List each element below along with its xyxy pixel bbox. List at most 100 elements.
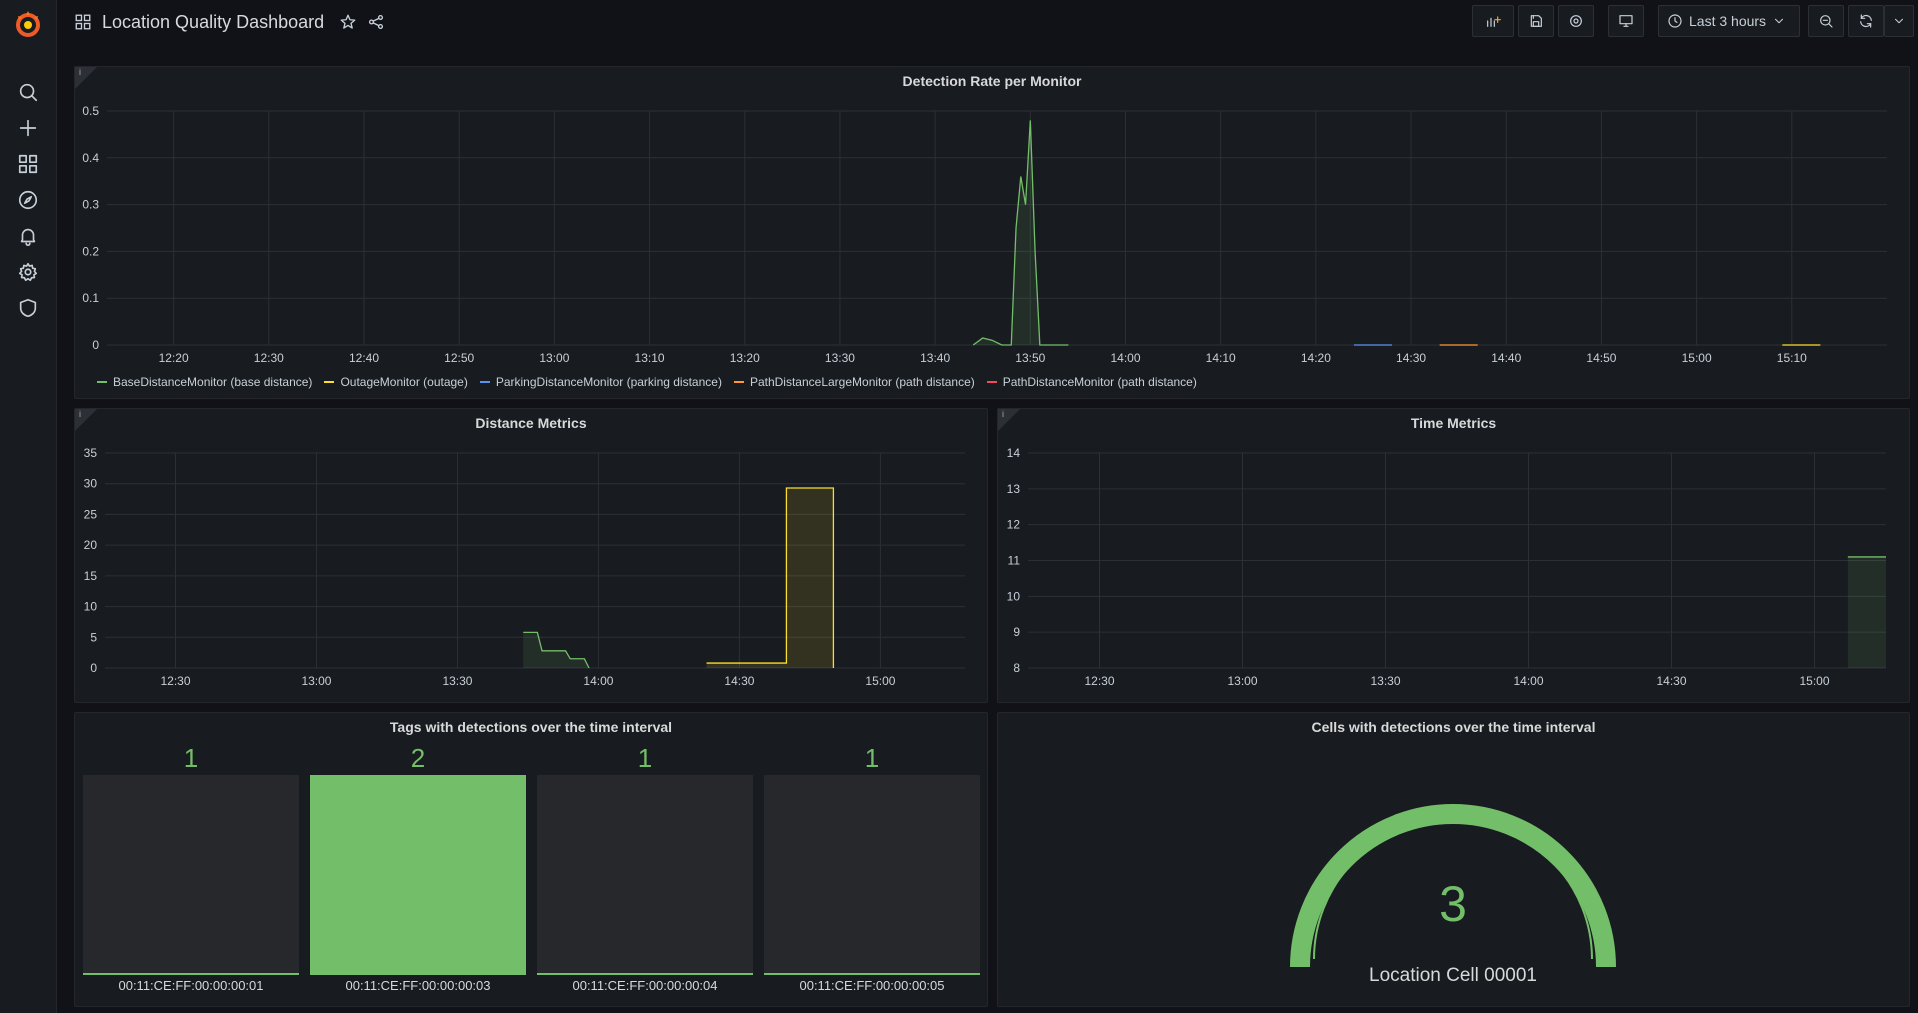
y-tick-label: 14 <box>1007 446 1021 460</box>
y-tick-label: 11 <box>1008 554 1021 568</box>
y-tick-label: 0.4 <box>82 151 99 165</box>
stat-label: 00:11:CE:FF:00:00:00:04 <box>572 978 718 993</box>
legend-swatch <box>324 381 335 383</box>
y-tick-label: 12 <box>1007 518 1021 532</box>
x-tick-label: 13:50 <box>1015 351 1045 365</box>
chart-legend: BaseDistanceMonitor (base distance) Outag… <box>97 375 1209 389</box>
x-tick-label: 13:30 <box>1370 674 1400 688</box>
save-dashboard-button[interactable] <box>1518 5 1554 37</box>
tag-stat[interactable]: 1 00:11:CE:FF:00:00:00:01 <box>83 743 299 993</box>
panel-info-icon[interactable]: i <box>998 409 1020 431</box>
clock-icon <box>1668 14 1682 28</box>
y-tick-label: 35 <box>84 446 98 460</box>
panel-title[interactable]: Cells with detections over the time inte… <box>1311 719 1596 735</box>
y-tick-label: 15 <box>84 569 98 583</box>
x-tick-label: 14:30 <box>1396 351 1426 365</box>
y-tick-label: 20 <box>84 538 98 552</box>
refresh-button[interactable] <box>1848 5 1884 37</box>
share-icon[interactable] <box>362 8 390 36</box>
stat-value: 2 <box>410 743 426 773</box>
cells-gauge: 3 Location Cell 00001 <box>1290 804 1616 986</box>
tags-panel: Tags with detections over the time inter… <box>74 712 988 1007</box>
stat-value: 1 <box>864 743 880 773</box>
dashboard-title-area: Location Quality Dashboard <box>74 8 390 36</box>
x-tick-label: 13:20 <box>730 351 760 365</box>
x-tick-label: 13:40 <box>920 351 950 365</box>
stat-label: 00:11:CE:FF:00:00:00:01 <box>118 978 264 993</box>
dashboard-settings-button[interactable] <box>1558 5 1594 37</box>
detection-rate-panel: i Detection Rate per Monitor 0 0.1 0.2 0.3 0… <box>74 66 1910 399</box>
plus-icon[interactable] <box>14 114 42 142</box>
y-tick-label: 30 <box>84 477 98 491</box>
series-area <box>973 120 1069 345</box>
legend-item[interactable]: ParkingDistanceMonitor (parking distance… <box>479 375 722 389</box>
panel-title[interactable]: Tags with detections over the time inter… <box>389 719 673 735</box>
tag-stat[interactable]: 1 00:11:CE:FF:00:00:00:04 <box>537 743 753 993</box>
legend-label: ParkingDistanceMonitor (parking distance… <box>495 375 722 389</box>
series-line <box>706 487 835 668</box>
panel-info-icon[interactable]: i <box>75 67 97 89</box>
panel-title[interactable]: Distance Metrics <box>475 415 587 431</box>
x-tick-label: 14:00 <box>1513 674 1543 688</box>
y-tick-label: 0.5 <box>82 104 99 118</box>
distance-metrics-chart: 0 5 10 15 20 25 30 35 12:30 13:00 13:30 14:00 14:30 1… <box>84 446 965 688</box>
gauge-arc <box>1290 804 1616 968</box>
refresh-icon <box>1860 14 1872 28</box>
alerting-icon[interactable] <box>14 222 42 250</box>
gear-icon[interactable] <box>14 258 42 286</box>
explore-icon[interactable] <box>14 186 42 214</box>
cells-panel: Cells with detections over the time inte… <box>997 712 1910 1007</box>
x-tick-label: 12:20 <box>159 351 189 365</box>
star-icon[interactable] <box>334 8 362 36</box>
x-tick-label: 15:00 <box>1682 351 1712 365</box>
legend-item[interactable]: PathDistanceMonitor (path distance) <box>986 375 1197 389</box>
shield-icon[interactable] <box>14 294 42 322</box>
x-tick-label: 12:50 <box>444 351 474 365</box>
y-tick-label: 10 <box>1007 589 1021 603</box>
series-line <box>972 120 1069 346</box>
x-tick-label: 13:00 <box>539 351 569 365</box>
add-panel-icon <box>1487 16 1501 27</box>
x-tick-label: 13:00 <box>1227 674 1257 688</box>
panel-title[interactable]: Detection Rate per Monitor <box>902 73 1082 89</box>
grafana-logo-icon[interactable] <box>10 6 46 42</box>
legend-item[interactable]: PathDistanceLargeMonitor (path distance) <box>733 375 975 389</box>
time-picker-button[interactable]: Last 3 hours <box>1658 5 1800 37</box>
y-tick-label: 10 <box>84 600 98 614</box>
legend-swatch <box>97 381 107 383</box>
tag-stat[interactable]: 2 00:11:CE:FF:00:00:00:03 <box>310 743 526 993</box>
x-tick-label: 14:00 <box>1110 351 1140 365</box>
x-tick-label: 13:10 <box>635 351 665 365</box>
zoom-out-button[interactable] <box>1808 5 1844 37</box>
x-tick-label: 13:00 <box>301 674 331 688</box>
stat-label: 00:11:CE:FF:00:00:00:03 <box>345 978 491 993</box>
dashboards-icon[interactable] <box>14 150 42 178</box>
dashboard-title[interactable]: Location Quality Dashboard <box>102 11 325 32</box>
search-icon[interactable] <box>14 78 42 106</box>
time-metrics-panel: i Time Metrics 8 9 10 11 12 13 14 12:30 13:00 13:… <box>997 408 1910 703</box>
x-tick-label: 12:40 <box>349 351 379 365</box>
legend-item[interactable]: BaseDistanceMonitor (base distance) <box>97 375 312 389</box>
tv-mode-button[interactable] <box>1608 5 1644 37</box>
panel-info-icon[interactable]: i <box>75 409 97 431</box>
save-icon <box>1530 15 1542 27</box>
detection-rate-chart: 0 0.1 0.2 0.3 0.4 0.5 12:20 12:30 12:40 12:50 13:0… <box>82 104 1887 365</box>
x-tick-label: 14:40 <box>1491 351 1521 365</box>
x-tick-label: 12:30 <box>160 674 190 688</box>
stat-label: 00:11:CE:FF:00:00:00:05 <box>799 978 945 993</box>
distance-metrics-panel: i Distance Metrics 0 5 10 15 20 25 30 35 12:30 13… <box>74 408 988 703</box>
refresh-interval-button[interactable] <box>1884 5 1914 37</box>
tag-stat[interactable]: 1 00:11:CE:FF:00:00:00:05 <box>764 743 980 993</box>
legend-label: BaseDistanceMonitor (base distance) <box>113 375 313 389</box>
legend-swatch <box>986 381 997 383</box>
add-panel-button[interactable] <box>1472 5 1514 37</box>
stat-value: 1 <box>637 743 653 773</box>
chevron-down-icon <box>1775 18 1784 24</box>
panel-title[interactable]: Time Metrics <box>1410 415 1497 431</box>
x-tick-label: 15:00 <box>1799 674 1829 688</box>
top-bar: Location Quality Dashboard Last 3 hours <box>56 0 1918 44</box>
y-tick-label: 5 <box>90 630 97 644</box>
x-tick-label: 14:30 <box>1656 674 1686 688</box>
legend-label: PathDistanceLargeMonitor (path distance) <box>749 375 975 389</box>
legend-item[interactable]: OutageMonitor (outage) <box>324 375 468 389</box>
